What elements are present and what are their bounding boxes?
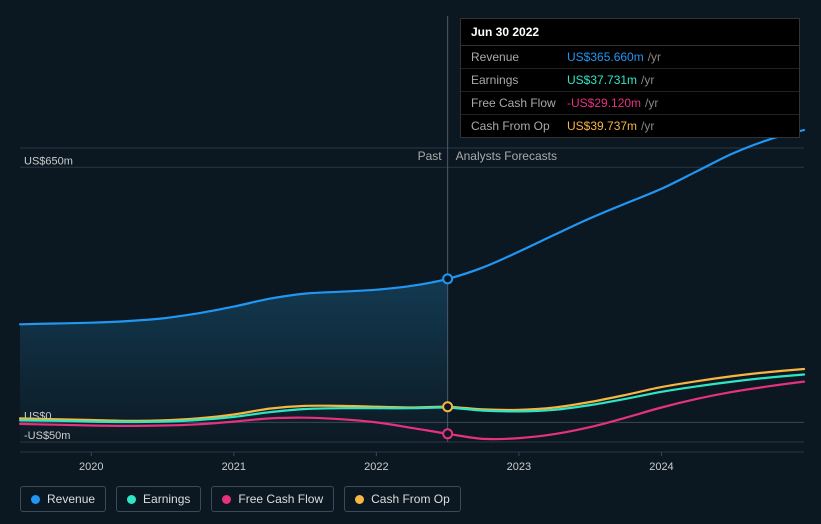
chart-container: -US$50mUS$0US$650mPastAnalysts Forecasts… [0, 0, 821, 524]
tooltip-row-value: US$39.737m [567, 119, 637, 133]
y-tick-label: US$650m [24, 155, 73, 167]
tooltip-row: RevenueUS$365.660m/yr [461, 46, 799, 69]
legend-swatch-icon [31, 495, 40, 504]
tooltip-row-unit: /yr [645, 96, 658, 110]
tooltip-row-unit: /yr [641, 73, 654, 87]
tooltip-row-label: Earnings [471, 73, 567, 87]
tooltip-row-unit: /yr [641, 119, 654, 133]
legend-swatch-icon [355, 495, 364, 504]
tooltip-row: EarningsUS$37.731m/yr [461, 69, 799, 92]
x-tick-label: 2023 [507, 461, 531, 473]
tooltip-row-value: -US$29.120m [567, 96, 641, 110]
tooltip-row: Free Cash Flow-US$29.120m/yr [461, 92, 799, 115]
tooltip-row-value: US$37.731m [567, 73, 637, 87]
tooltip-title: Jun 30 2022 [461, 19, 799, 46]
x-tick-label: 2020 [79, 461, 103, 473]
legend-swatch-icon [222, 495, 231, 504]
x-tick-label: 2024 [649, 461, 673, 473]
legend-item-label: Revenue [47, 492, 95, 506]
legend-item-revenue[interactable]: Revenue [20, 486, 106, 512]
legend-item-fcf[interactable]: Free Cash Flow [211, 486, 334, 512]
hover-marker-revenue [443, 274, 452, 283]
tooltip-row-unit: /yr [648, 50, 661, 64]
legend-swatch-icon [127, 495, 136, 504]
x-tick-label: 2021 [222, 461, 246, 473]
tooltip-row-value: US$365.660m [567, 50, 644, 64]
x-tick-label: 2022 [364, 461, 388, 473]
tooltip-row-label: Free Cash Flow [471, 96, 567, 110]
forecast-label: Analysts Forecasts [456, 149, 557, 163]
legend-item-label: Free Cash Flow [238, 492, 323, 506]
tooltip-row: Cash From OpUS$39.737m/yr [461, 115, 799, 137]
past-label: Past [418, 149, 443, 163]
legend-item-label: Earnings [143, 492, 190, 506]
legend-item-cash_from_op[interactable]: Cash From Op [344, 486, 461, 512]
legend: Revenue Earnings Free Cash Flow Cash From O… [20, 486, 461, 512]
hover-tooltip: Jun 30 2022RevenueUS$365.660m/yrEarnings… [460, 18, 800, 138]
tooltip-row-label: Revenue [471, 50, 567, 64]
legend-item-earnings[interactable]: Earnings [116, 486, 201, 512]
legend-item-label: Cash From Op [371, 492, 450, 506]
tooltip-row-label: Cash From Op [471, 119, 567, 133]
y-tick-label: -US$50m [24, 430, 70, 442]
hover-marker-fcf [443, 429, 452, 438]
hover-marker-cash_from_op [443, 402, 452, 411]
